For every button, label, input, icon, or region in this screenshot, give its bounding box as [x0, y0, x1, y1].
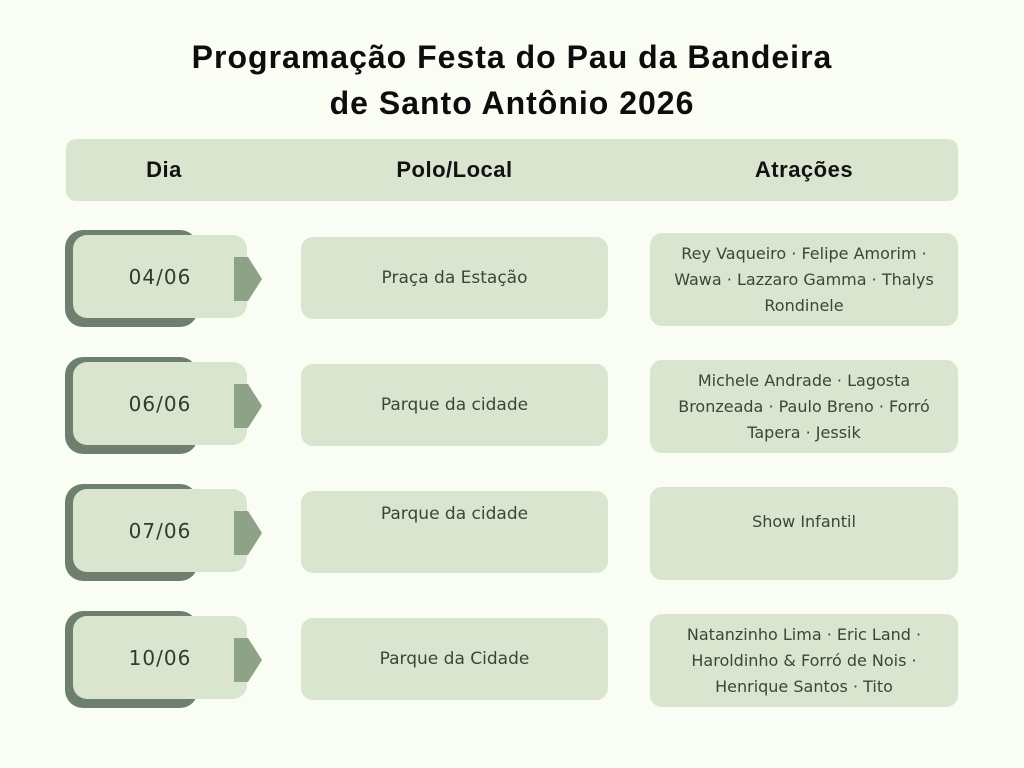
location-label: Parque da cidade	[380, 395, 529, 415]
column-header-atracoes: Atrações	[754, 157, 854, 182]
location-card: Praça da Estação	[301, 237, 608, 319]
location-card: Parque da Cidade	[301, 618, 608, 700]
arrow-right-icon	[234, 384, 262, 428]
title-line-2: de Santo Antônio 2026	[329, 85, 695, 121]
date-tag: 07/06	[73, 489, 247, 572]
location-label: Praça da Estação	[381, 268, 528, 288]
date-tag: 04/06	[73, 235, 247, 318]
column-header-dia: Dia	[146, 157, 182, 182]
arrow-right-icon	[234, 511, 262, 555]
date-label: 06/06	[128, 391, 192, 416]
location-label: Parque da Cidade	[379, 649, 530, 669]
attractions-label: Rey Vaqueiro · Felipe Amorim · Wawa · La…	[674, 243, 934, 315]
date-tag: 10/06	[73, 616, 247, 699]
column-header-polo-local: Polo/Local	[396, 157, 513, 182]
attractions-card: Show Infantil	[650, 487, 958, 580]
attractions-card: Natanzinho Lima · Eric Land · Haroldinho…	[650, 614, 958, 707]
attractions-label: Michele Andrade · Lagosta Bronzeada · Pa…	[678, 370, 930, 442]
attractions-label: Show Infantil	[752, 511, 856, 531]
table-row: 07/06 Parque da cidade Show Infantil	[0, 484, 1024, 581]
location-card: Parque da cidade	[301, 491, 608, 573]
attractions-label: Natanzinho Lima · Eric Land · Haroldinho…	[686, 624, 922, 696]
location-card: Parque da cidade	[301, 364, 608, 446]
table-header-band: Dia Polo/Local Atrações	[66, 139, 958, 201]
attractions-card: Michele Andrade · Lagosta Bronzeada · Pa…	[650, 360, 958, 453]
attractions-card: Rey Vaqueiro · Felipe Amorim · Wawa · La…	[650, 233, 958, 326]
arrow-right-icon	[234, 638, 262, 682]
poster-title: Programação Festa do Pau da Bandeira de …	[0, 34, 1024, 126]
table-row: 10/06 Parque da Cidade Natanzinho Lima ·…	[0, 611, 1024, 708]
table-row: 04/06 Praça da Estação Rey Vaqueiro · Fe…	[0, 230, 1024, 327]
location-label: Parque da cidade	[380, 504, 529, 524]
date-label: 07/06	[128, 518, 192, 543]
table-row: 06/06 Parque da cidade Michele Andrade ·…	[0, 357, 1024, 454]
date-label: 10/06	[128, 645, 192, 670]
arrow-right-icon	[234, 257, 262, 301]
date-tag: 06/06	[73, 362, 247, 445]
title-line-1: Programação Festa do Pau da Bandeira	[191, 39, 833, 75]
date-label: 04/06	[128, 264, 192, 289]
